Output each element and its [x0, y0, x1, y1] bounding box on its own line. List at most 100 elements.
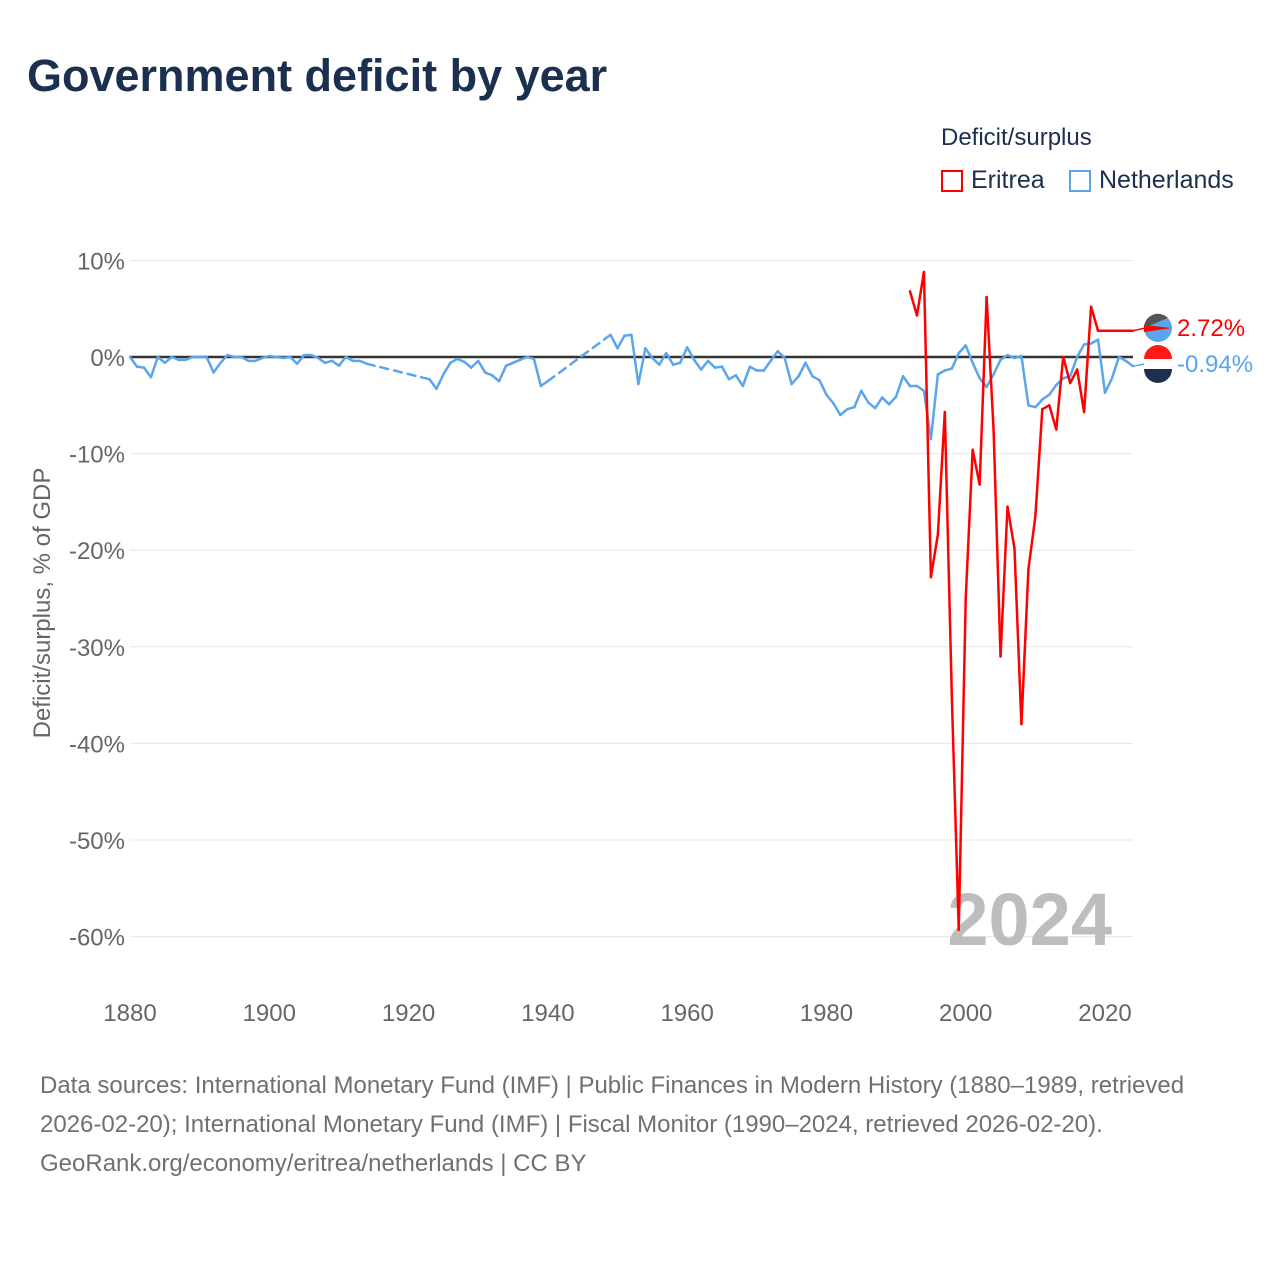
series-eritrea-segment [1055, 355, 1065, 431]
series-netherlands-segment [1103, 377, 1114, 394]
series-netherlands-segment [456, 357, 466, 364]
series-netherlands-segment [999, 353, 1009, 362]
series-netherlands-segment [727, 374, 738, 381]
series-netherlands-segment [964, 344, 974, 365]
series-netherlands-segment [476, 359, 487, 374]
series-eritrea-segment [908, 290, 919, 317]
netherlands-flag-part [1144, 369, 1172, 383]
series-netherlands-segment [358, 359, 369, 366]
series-netherlands-segment [1034, 398, 1044, 409]
series-netherlands-segment [866, 401, 877, 410]
series-netherlands-segment [880, 396, 891, 406]
series-netherlands-segment [163, 355, 174, 365]
series-netherlands-segment [254, 356, 264, 363]
series-netherlands-segment [741, 365, 752, 388]
series-eritrea-segment [1020, 568, 1030, 726]
y-tick-label: -50% [69, 828, 125, 855]
series-netherlands-segment [316, 356, 327, 365]
series-netherlands-segment [184, 355, 194, 362]
series-netherlands-segment [1041, 393, 1051, 401]
series-netherlands-segment [1048, 383, 1058, 396]
y-tick-label: 10% [77, 248, 125, 275]
series-netherlands-segment [288, 355, 299, 366]
y-tick-label: -20% [69, 538, 125, 565]
y-tick-label: -40% [69, 731, 125, 758]
x-tick-label: 1900 [243, 1000, 296, 1027]
series-netherlands-segment [630, 333, 640, 386]
credit-link[interactable]: GeoRank.org/economy/eritrea/netherlands … [40, 1150, 587, 1177]
series-netherlands-segment [546, 333, 612, 383]
series-eritrea-segment [978, 295, 988, 486]
series-eritrea-segment [971, 448, 981, 486]
series-netherlands-segment [957, 344, 967, 355]
series-eritrea-segment [1082, 305, 1093, 414]
legend-item-netherlands[interactable]: Netherlands [1069, 166, 1234, 195]
legend-label: Eritrea [971, 166, 1045, 194]
legend-swatch [1069, 169, 1091, 192]
x-tick-label: 1880 [103, 1000, 156, 1027]
y-tick-label: 0% [90, 345, 125, 372]
series-netherlands-segment [470, 359, 480, 369]
series-netherlands-segment [894, 375, 905, 398]
series-netherlands-segment [142, 366, 153, 379]
eritrea-flag-part [1144, 325, 1172, 332]
series-netherlands-segment [1124, 359, 1135, 368]
series-eritrea-segment [999, 505, 1009, 658]
series-netherlands-segment [219, 353, 229, 365]
chart-title: Government deficit by year [27, 50, 608, 101]
series-netherlands-segment [156, 355, 167, 365]
series-netherlands-segment [811, 375, 821, 382]
series-netherlands-segment [692, 358, 703, 371]
series-netherlands-segment [532, 357, 543, 388]
end-value-label-netherlands: -0.94% [1177, 351, 1253, 378]
series-netherlands-segment [1117, 355, 1128, 363]
series-eritrea-segment [1041, 404, 1051, 411]
series-netherlands-segment [699, 359, 710, 371]
series-netherlands-segment [915, 384, 926, 393]
series-eritrea-segment [1006, 505, 1016, 550]
series-eritrea-segment [1034, 407, 1044, 518]
series-netherlands-segment [658, 351, 668, 366]
series-netherlands-segment [665, 351, 675, 366]
series-netherlands-segment [609, 333, 619, 350]
series-netherlands-segment [435, 373, 445, 391]
series-netherlands-segment [337, 355, 348, 367]
series-netherlands-segment [644, 347, 654, 360]
series-netherlands-segment [483, 371, 494, 377]
series-netherlands-segment [212, 361, 222, 374]
series-netherlands-segment [1096, 338, 1107, 394]
series-netherlands-segment [504, 361, 515, 367]
series-eritrea-segment [1068, 368, 1079, 385]
data-sources: Data sources: International Monetary Fun… [40, 1072, 1185, 1138]
y-tick-label: -10% [69, 442, 125, 469]
series-netherlands-segment [901, 375, 912, 388]
series-netherlands-segment [240, 355, 250, 363]
series-netherlands-segment [637, 347, 647, 386]
series-netherlands-segment [873, 396, 884, 410]
y-tick-label: -30% [69, 635, 125, 662]
series-eritrea-segment [929, 533, 940, 579]
x-tick-label: 1960 [660, 1000, 713, 1027]
x-tick-label: 2020 [1078, 1000, 1131, 1027]
series-netherlands-segment [860, 389, 870, 404]
series-netherlands-segment [783, 356, 793, 386]
series-netherlands-segment [950, 351, 960, 370]
series-netherlands-segment [748, 365, 759, 372]
series-netherlands-segment [1110, 355, 1121, 380]
eritrea-flag-part [1143, 313, 1168, 328]
series-netherlands-segment [365, 362, 431, 381]
end-connector [1132, 327, 1146, 332]
series-netherlands-segment [497, 364, 508, 383]
series-netherlands-segment [887, 395, 898, 406]
series-eritrea-segment [992, 428, 1002, 658]
series-eritrea-segment [936, 410, 947, 536]
series-eritrea-segment [957, 597, 967, 932]
x-tick-label: 1940 [521, 1000, 574, 1027]
end-connector [1132, 363, 1146, 367]
series-netherlands-segment [1006, 353, 1016, 360]
legend-item-eritrea[interactable]: Eritrea [941, 166, 1045, 195]
series-eritrea-segment [1075, 368, 1086, 414]
series-netherlands-segment [929, 373, 940, 441]
series-netherlands-segment [463, 360, 473, 369]
series-netherlands-segment [511, 358, 522, 365]
